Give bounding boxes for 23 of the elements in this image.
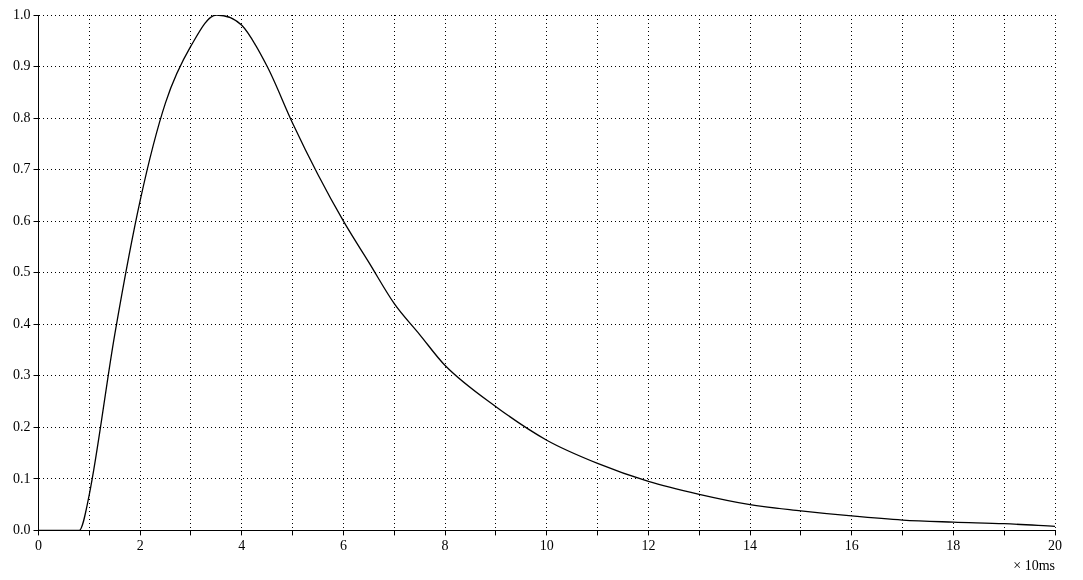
x-axis-title: × 10ms [1013, 558, 1055, 574]
x-tick-label: 16 [844, 538, 859, 554]
y-tick-label: 0.5 [13, 264, 31, 280]
x-tick-label: 10 [539, 538, 554, 554]
x-tick-label: 6 [339, 538, 347, 554]
y-tick-label: 0.0 [13, 522, 31, 538]
y-tick-label: 0.3 [13, 367, 31, 383]
y-tick-label: 0.7 [13, 161, 31, 177]
x-tick-label: 2 [136, 538, 144, 554]
x-tick-label: 8 [441, 538, 449, 554]
y-tick-label: 0.1 [13, 470, 31, 486]
y-tick-label: 0.6 [13, 212, 31, 228]
y-tick-label: 0.4 [13, 315, 31, 331]
y-tick-label: 1.0 [13, 6, 31, 22]
x-tick-label: 12 [641, 538, 656, 554]
x-tick-label: 20 [1048, 538, 1062, 554]
y-tick-label: 0.8 [13, 109, 31, 125]
x-tick-label: 4 [238, 538, 246, 554]
y-tick-label: 0.2 [13, 418, 31, 434]
y-tick-label: 0.9 [13, 58, 31, 74]
x-tick-label: 0 [35, 538, 42, 554]
x-tick-label: 14 [743, 538, 758, 554]
x-tick-label: 18 [946, 538, 961, 554]
